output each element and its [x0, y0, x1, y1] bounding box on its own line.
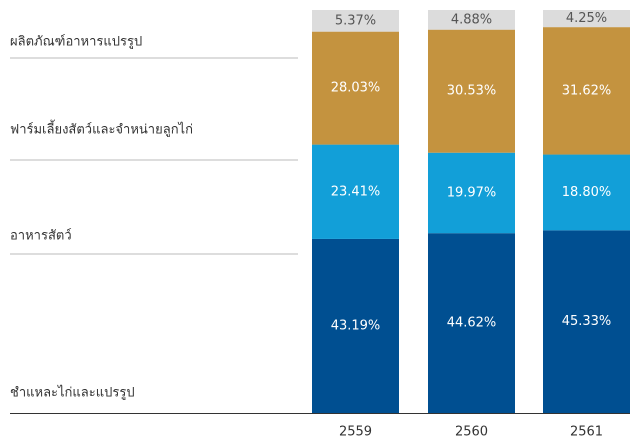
x-tick-label: 2559: [339, 425, 372, 440]
bar-segment: [543, 27, 630, 155]
bar-segment: [428, 152, 515, 234]
value-label: 23.41%: [331, 184, 381, 199]
bar-segment: [543, 230, 630, 413]
value-label: 4.88%: [451, 12, 492, 27]
legend-label: อาหารสัตว์: [10, 228, 72, 244]
value-label: 44.62%: [447, 316, 497, 331]
bar-segment: [428, 29, 515, 153]
value-label: 4.25%: [566, 11, 607, 26]
bar-segment: [312, 144, 399, 239]
value-label: 28.03%: [331, 81, 381, 96]
value-label: 43.19%: [331, 318, 381, 333]
bar-segment: [312, 238, 399, 413]
value-label: 19.97%: [447, 185, 497, 200]
legend-label: ผลิตภัณฑ์อาหารแปรรูป: [10, 34, 142, 50]
value-label: 31.62%: [562, 83, 612, 98]
x-tick-label: 2560: [455, 425, 488, 440]
value-label: 5.37%: [335, 13, 376, 28]
legend-label: ชำแหละไก่และแปรรูป: [10, 385, 135, 401]
bar-segment: [543, 154, 630, 231]
bar-segment: [428, 10, 515, 30]
legend-label: ฟาร์มเลี้ยงสัตว์และจำหน่ายลูกไก่: [10, 120, 193, 138]
bar-segment: [312, 10, 399, 32]
bar-segment: [543, 10, 630, 28]
value-label: 45.33%: [562, 314, 612, 329]
value-label: 18.80%: [562, 185, 612, 200]
x-tick-label: 2561: [570, 425, 603, 440]
value-label: 30.53%: [447, 84, 497, 99]
bar-segment: [428, 233, 515, 413]
bar-segment: [312, 31, 399, 145]
